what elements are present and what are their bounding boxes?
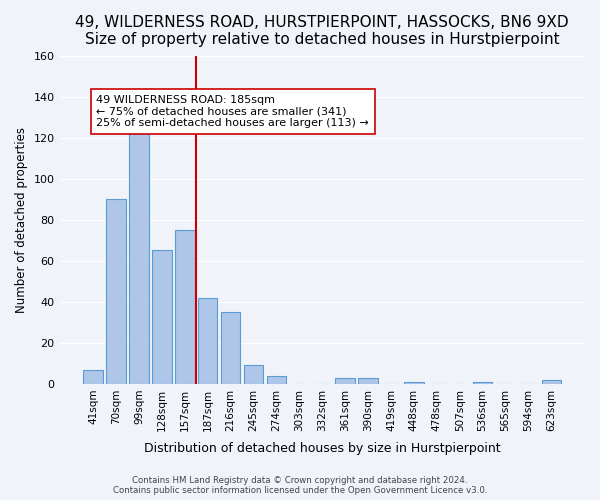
Bar (83, 370, 103, 384)
X-axis label: Distribution of detached houses by size in Hurstpierpoint: Distribution of detached houses by size … (144, 442, 500, 455)
Bar (267, 376, 286, 384)
Bar (198, 298, 217, 384)
Title: 49, WILDERNESS ROAD, HURSTPIERPOINT, HASSOCKS, BN6 9XD
Size of property relative: 49, WILDERNESS ROAD, HURSTPIERPOINT, HAS… (76, 15, 569, 48)
Bar (542, 380, 561, 384)
Bar (473, 382, 493, 384)
Bar (244, 366, 263, 384)
Bar (175, 230, 194, 384)
Bar (404, 382, 424, 384)
Bar (221, 312, 241, 384)
Bar (335, 378, 355, 384)
Text: Contains HM Land Registry data © Crown copyright and database right 2024.
Contai: Contains HM Land Registry data © Crown c… (113, 476, 487, 495)
Bar (358, 378, 378, 384)
Y-axis label: Number of detached properties: Number of detached properties (15, 126, 28, 312)
Text: 49 WILDERNESS ROAD: 185sqm
← 75% of detached houses are smaller (341)
25% of sem: 49 WILDERNESS ROAD: 185sqm ← 75% of deta… (97, 95, 369, 128)
Bar (106, 199, 126, 384)
Bar (152, 250, 172, 384)
Bar (129, 121, 149, 384)
